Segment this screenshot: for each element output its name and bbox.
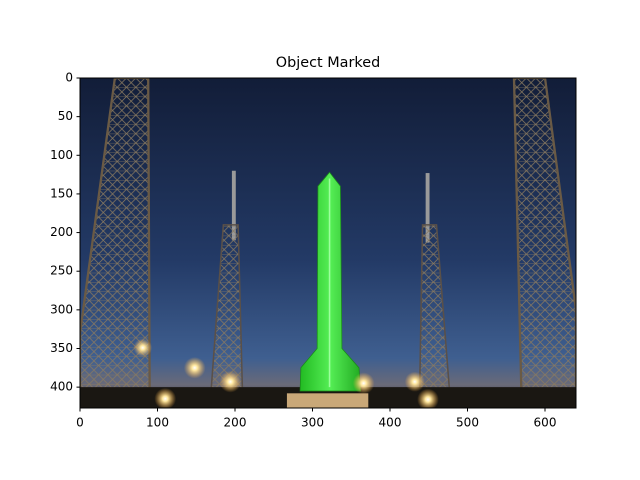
x-tick-label: 200 [224, 416, 247, 430]
y-tick-label: 400 [50, 380, 73, 394]
x-tick-label: 400 [379, 416, 402, 430]
y-tick-label: 150 [50, 186, 73, 200]
y-tick-label: 100 [50, 148, 73, 162]
photo [80, 78, 576, 408]
x-tick-label: 600 [534, 416, 557, 430]
y-tick-label: 250 [50, 264, 73, 278]
y-tick-label: 200 [50, 225, 73, 239]
x-tick-label: 300 [301, 416, 324, 430]
y-tick-label: 350 [50, 341, 73, 355]
y-tick-label: 300 [50, 302, 73, 316]
x-tick-label: 500 [456, 416, 479, 430]
axes-frame [79, 77, 577, 409]
y-tick-label: 50 [58, 109, 73, 123]
chart-title: Object Marked [276, 55, 380, 71]
x-tick-label: 0 [76, 416, 84, 430]
y-tick-label: 0 [65, 71, 73, 85]
x-tick-label: 100 [146, 416, 169, 430]
